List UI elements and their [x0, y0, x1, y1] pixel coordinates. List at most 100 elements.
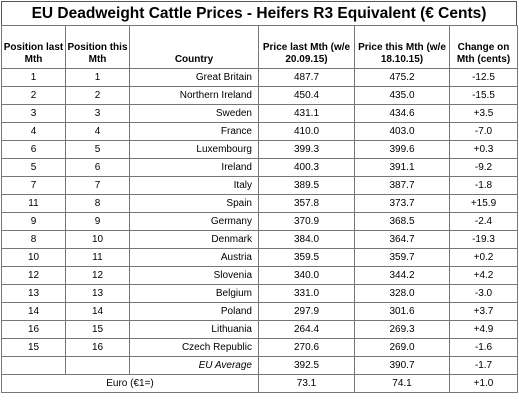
table-row: 3 3 Sweden 431.1 434.6 +3.5 [1, 104, 518, 123]
empty-cell [1, 356, 66, 375]
country-cell: Sweden [129, 104, 259, 123]
position-this-cell: 16 [65, 338, 130, 357]
position-this-cell: 9 [65, 212, 130, 231]
header-price-this-month: Price this Mth (w/e 18.10.15) [354, 25, 450, 69]
position-this-cell: 2 [65, 86, 130, 105]
change-cell: -15.5 [449, 86, 518, 105]
price-last-cell: 359.5 [258, 248, 355, 267]
position-this-cell: 7 [65, 176, 130, 195]
change-cell: +3.7 [449, 302, 518, 321]
euro-rate-label: Euro (€1=) [1, 374, 259, 393]
eu-average-price-last: 392.5 [258, 356, 355, 375]
position-last-cell: 9 [1, 212, 66, 231]
change-cell: +3.5 [449, 104, 518, 123]
euro-rate-row: Euro (€1=) 73.1 74.1 +1.0 [1, 374, 518, 393]
country-cell: Northern Ireland [129, 86, 259, 105]
change-cell: +4.9 [449, 320, 518, 339]
country-cell: Czech Republic [129, 338, 259, 357]
change-cell: +0.2 [449, 248, 518, 267]
change-cell: -12.5 [449, 68, 518, 87]
eu-average-row: EU Average 392.5 390.7 -1.7 [1, 356, 518, 375]
position-last-cell: 11 [1, 194, 66, 213]
table-row: 15 16 Czech Republic 270.6 269.0 -1.6 [1, 338, 518, 357]
position-this-cell: 12 [65, 266, 130, 285]
price-this-cell: 434.6 [354, 104, 450, 123]
table-row: 9 9 Germany 370.9 368.5 -2.4 [1, 212, 518, 231]
price-last-cell: 331.0 [258, 284, 355, 303]
position-this-cell: 1 [65, 68, 130, 87]
price-this-cell: 364.7 [354, 230, 450, 249]
position-last-cell: 13 [1, 284, 66, 303]
price-last-cell: 264.4 [258, 320, 355, 339]
change-cell: -2.4 [449, 212, 518, 231]
table-row: 6 5 Luxembourg 399.3 399.6 +0.3 [1, 140, 518, 159]
change-cell: -1.6 [449, 338, 518, 357]
change-cell: -7.0 [449, 122, 518, 141]
table-row: 1 1 Great Britain 487.7 475.2 -12.5 [1, 68, 518, 87]
header-position-this-month: Position this Mth [65, 25, 130, 69]
header-country: Country [129, 25, 259, 69]
country-cell: Luxembourg [129, 140, 259, 159]
price-last-cell: 357.8 [258, 194, 355, 213]
price-this-cell: 435.0 [354, 86, 450, 105]
country-cell: Belgium [129, 284, 259, 303]
position-this-cell: 6 [65, 158, 130, 177]
table-row: 2 2 Northern Ireland 450.4 435.0 -15.5 [1, 86, 518, 105]
table-row: 5 6 Ireland 400.3 391.1 -9.2 [1, 158, 518, 177]
price-table-sheet: EU Deadweight Cattle Prices - Heifers R3… [1, 1, 518, 393]
price-last-cell: 340.0 [258, 266, 355, 285]
price-this-cell: 387.7 [354, 176, 450, 195]
country-cell: Spain [129, 194, 259, 213]
position-this-cell: 8 [65, 194, 130, 213]
position-last-cell: 14 [1, 302, 66, 321]
position-this-cell: 4 [65, 122, 130, 141]
price-this-cell: 328.0 [354, 284, 450, 303]
price-this-cell: 269.3 [354, 320, 450, 339]
price-this-cell: 391.1 [354, 158, 450, 177]
price-last-cell: 270.6 [258, 338, 355, 357]
country-cell: Slovenia [129, 266, 259, 285]
position-last-cell: 7 [1, 176, 66, 195]
position-last-cell: 6 [1, 140, 66, 159]
price-last-cell: 399.3 [258, 140, 355, 159]
change-cell: -3.0 [449, 284, 518, 303]
price-this-cell: 403.0 [354, 122, 450, 141]
eu-average-price-this: 390.7 [354, 356, 450, 375]
change-cell: -19.3 [449, 230, 518, 249]
header-row: Position last Mth Position this Mth Coun… [1, 25, 518, 69]
country-cell: Germany [129, 212, 259, 231]
header-price-last-month: Price last Mth (w/e 20.09.15) [258, 25, 355, 69]
country-cell: Great Britain [129, 68, 259, 87]
price-this-cell: 344.2 [354, 266, 450, 285]
price-this-cell: 359.7 [354, 248, 450, 267]
price-this-cell: 475.2 [354, 68, 450, 87]
price-last-cell: 389.5 [258, 176, 355, 195]
position-last-cell: 3 [1, 104, 66, 123]
price-last-cell: 297.9 [258, 302, 355, 321]
position-this-cell: 14 [65, 302, 130, 321]
price-last-cell: 450.4 [258, 86, 355, 105]
empty-cell [65, 356, 130, 375]
position-this-cell: 13 [65, 284, 130, 303]
price-last-cell: 410.0 [258, 122, 355, 141]
position-last-cell: 4 [1, 122, 66, 141]
price-this-cell: 368.5 [354, 212, 450, 231]
price-last-cell: 400.3 [258, 158, 355, 177]
table-row: 8 10 Denmark 384.0 364.7 -19.3 [1, 230, 518, 249]
change-cell: -9.2 [449, 158, 518, 177]
country-cell: France [129, 122, 259, 141]
change-cell: +0.3 [449, 140, 518, 159]
position-last-cell: 12 [1, 266, 66, 285]
price-last-cell: 370.9 [258, 212, 355, 231]
price-table: Position last Mth Position this Mth Coun… [1, 25, 518, 393]
euro-rate-this: 74.1 [354, 374, 450, 393]
country-cell: Austria [129, 248, 259, 267]
position-last-cell: 2 [1, 86, 66, 105]
country-cell: Poland [129, 302, 259, 321]
table-row: 10 11 Austria 359.5 359.7 +0.2 [1, 248, 518, 267]
position-this-cell: 15 [65, 320, 130, 339]
position-this-cell: 11 [65, 248, 130, 267]
position-last-cell: 1 [1, 68, 66, 87]
price-last-cell: 384.0 [258, 230, 355, 249]
country-cell: Lithuania [129, 320, 259, 339]
